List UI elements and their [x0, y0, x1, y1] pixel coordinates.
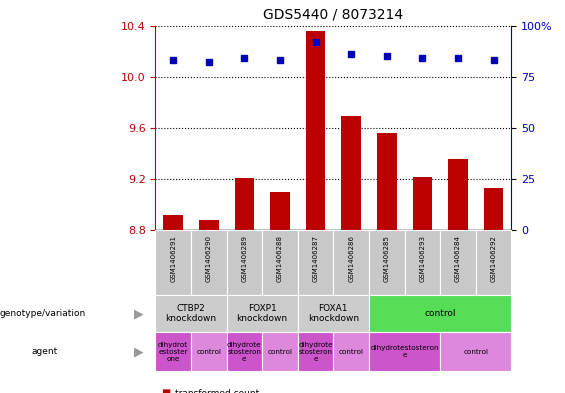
- Text: ▶: ▶: [134, 345, 144, 358]
- Text: GSM1406290: GSM1406290: [206, 235, 212, 282]
- Text: ■: ■: [161, 388, 170, 393]
- Text: GSM1406289: GSM1406289: [241, 235, 247, 282]
- Text: control: control: [267, 349, 293, 355]
- Text: ▶: ▶: [134, 307, 144, 320]
- Text: dihydrote
stosteron
e: dihydrote stosteron e: [227, 342, 262, 362]
- Text: GSM1406288: GSM1406288: [277, 235, 283, 282]
- Text: GSM1406292: GSM1406292: [490, 235, 497, 282]
- Text: genotype/variation: genotype/variation: [0, 309, 86, 318]
- Text: GSM1406285: GSM1406285: [384, 235, 390, 282]
- Bar: [377, 133, 397, 230]
- Text: GSM1406291: GSM1406291: [170, 235, 176, 282]
- Text: GSM1406286: GSM1406286: [348, 235, 354, 282]
- Text: dihydrotestosteron
e: dihydrotestosteron e: [370, 345, 439, 358]
- Text: dihydrot
estoster
one: dihydrot estoster one: [158, 342, 188, 362]
- Text: transformed count: transformed count: [175, 389, 259, 393]
- Bar: [163, 215, 183, 230]
- Text: control: control: [424, 309, 456, 318]
- Bar: [412, 177, 432, 230]
- Text: CTBP2
knockdown: CTBP2 knockdown: [166, 304, 216, 323]
- Text: FOXA1
knockdown: FOXA1 knockdown: [308, 304, 359, 323]
- Text: GSM1406284: GSM1406284: [455, 235, 461, 282]
- Text: agent: agent: [31, 347, 57, 356]
- Text: control: control: [338, 349, 364, 355]
- Title: GDS5440 / 8073214: GDS5440 / 8073214: [263, 7, 403, 22]
- Text: GSM1406293: GSM1406293: [419, 235, 425, 282]
- Bar: [306, 31, 325, 230]
- Text: control: control: [196, 349, 221, 355]
- Text: control: control: [463, 349, 488, 355]
- Bar: [484, 188, 503, 230]
- Bar: [234, 178, 254, 230]
- Bar: [341, 116, 361, 230]
- Bar: [199, 220, 219, 230]
- Text: GSM1406287: GSM1406287: [312, 235, 319, 282]
- Text: dihydrote
stosteron
e: dihydrote stosteron e: [298, 342, 333, 362]
- Bar: [270, 192, 290, 230]
- Bar: [448, 159, 468, 230]
- Text: FOXP1
knockdown: FOXP1 knockdown: [237, 304, 288, 323]
